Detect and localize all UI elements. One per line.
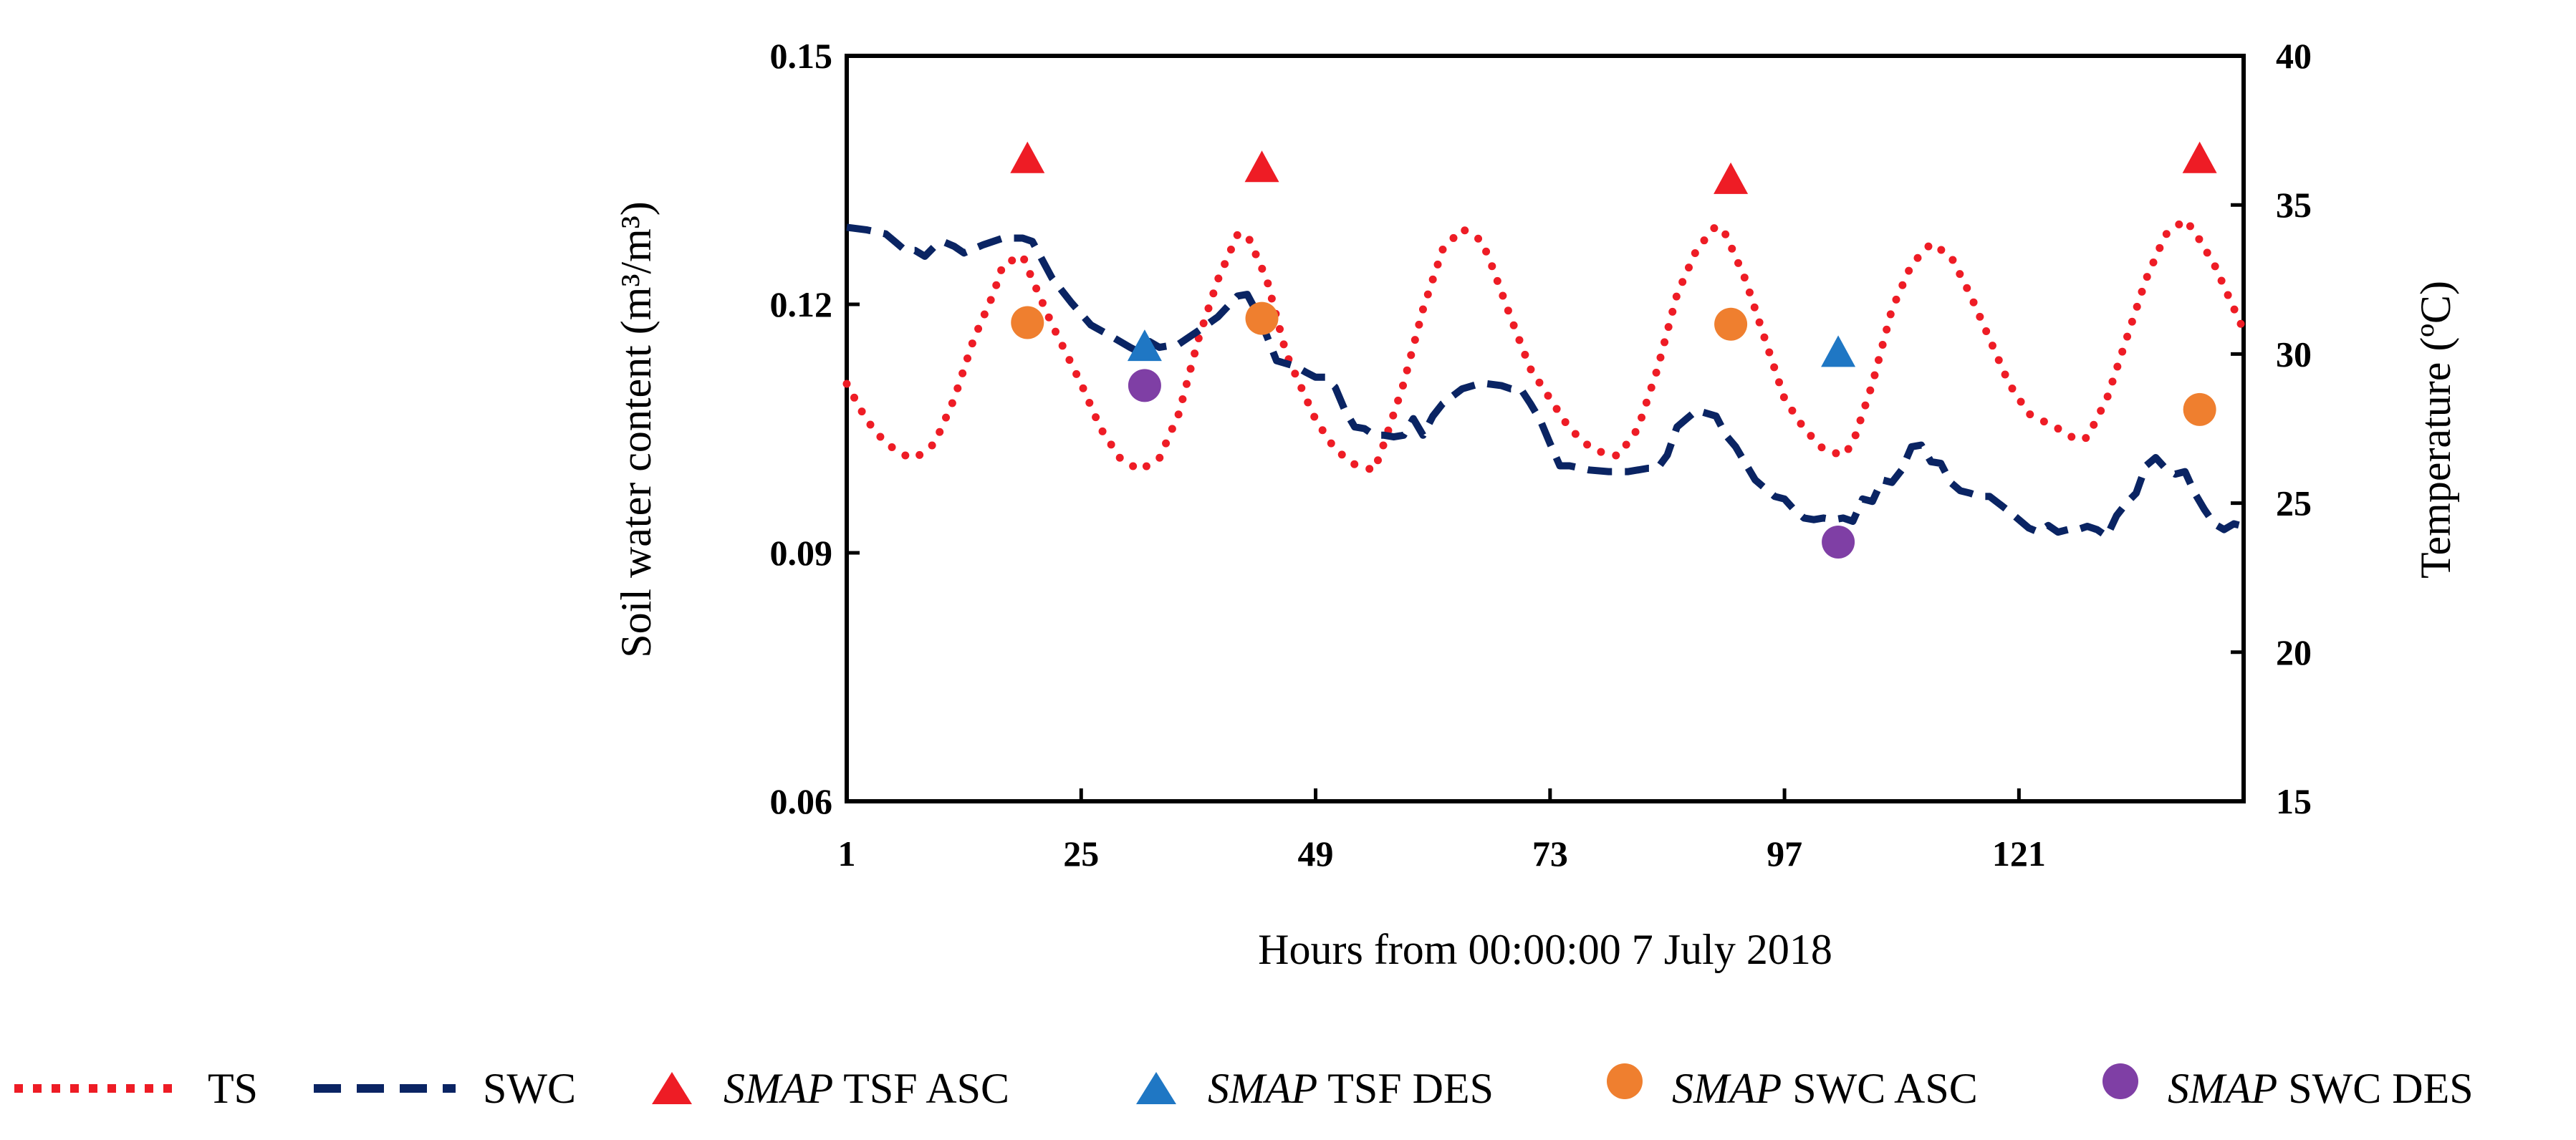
marker-smap-tsf-asc [1244, 150, 1279, 183]
y-right-axis-label: Temperature (ºC) [2412, 281, 2459, 579]
marker-smap-swc-asc [2183, 392, 2216, 426]
y-left-tick-label: 0.12 [770, 284, 833, 324]
legend-prefix-tsf-des: SMAP [1208, 1065, 1317, 1112]
legend-suffix-swc-des: SWC DES [2277, 1065, 2473, 1112]
legend-label-ts: TS [208, 1065, 258, 1112]
x-axis-label: Hours from 00:00:00 7 July 2018 [1258, 926, 1832, 973]
y-left-tick-label: 0.15 [770, 36, 833, 76]
series-line-ts [842, 216, 2248, 475]
legend-label-tsf-des: SMAP TSF DES [1208, 1065, 1494, 1112]
series-lines [842, 216, 2248, 540]
legend: TS SWC SMAP TSF ASC SMAP TSF DES SMAP SW… [14, 1063, 2474, 1112]
legend-swatch-tsf-des [1136, 1072, 1176, 1104]
y-right-tick-label: 25 [2276, 483, 2312, 523]
legend-prefix-tsf-asc: SMAP [724, 1065, 833, 1112]
legend-label-swc-des: SMAP SWC DES [2168, 1065, 2474, 1112]
marker-smap-tsf-des [1821, 335, 1856, 367]
y-right-tick-label: 15 [2276, 781, 2312, 821]
x-tick-label: 49 [1298, 834, 1334, 874]
y-right-tick-label: 40 [2276, 36, 2312, 76]
legend-swatch-swc-asc [1607, 1063, 1643, 1099]
x-tick-label: 121 [1992, 834, 2046, 874]
x-tick-label: 25 [1063, 834, 1099, 874]
y-left-axis-label: Soil water content (m³/m³) [612, 201, 660, 658]
marker-smap-swc-asc [1714, 307, 1748, 341]
marker-smap-tsf-asc [1714, 162, 1749, 194]
series-line-swc [846, 223, 2245, 540]
marker-smap-tsf-des [1127, 329, 1162, 362]
x-tick-label: 97 [1767, 834, 1802, 874]
marker-smap-swc-asc [1245, 301, 1279, 335]
legend-prefix-swc-des: SMAP [2168, 1065, 2277, 1112]
legend-swatch-tsf-asc [652, 1072, 692, 1104]
marker-smap-swc-des [1128, 369, 1161, 402]
legend-suffix-tsf-asc: TSF ASC [833, 1065, 1009, 1112]
legend-label-tsf-asc: SMAP TSF ASC [724, 1065, 1009, 1112]
marker-smap-tsf-asc [1010, 141, 1045, 173]
data-markers [1010, 141, 2217, 559]
legend-label-swc: SWC [483, 1065, 576, 1112]
legend-label-swc-asc: SMAP SWC ASC [1672, 1065, 1978, 1112]
x-tick-label: 1 [838, 834, 856, 874]
marker-smap-swc-asc [1011, 306, 1044, 339]
legend-swatch-swc-des [2102, 1063, 2138, 1099]
x-tick-label: 73 [1532, 834, 1568, 874]
legend-suffix-tsf-des: TSF DES [1317, 1065, 1494, 1112]
legend-prefix-swc-asc: SMAP [1672, 1065, 1782, 1112]
marker-smap-swc-des [1822, 525, 1855, 559]
legend-suffix-swc-asc: SWC ASC [1782, 1065, 1977, 1112]
y-right-tick-label: 30 [2276, 334, 2312, 374]
y-right-tick-label: 20 [2276, 632, 2312, 672]
y-right-tick-label: 35 [2276, 185, 2312, 225]
y-left-tick-label: 0.06 [770, 781, 833, 821]
marker-smap-tsf-asc [2182, 141, 2217, 173]
y-left-tick-label: 0.09 [770, 533, 833, 573]
axis-ticks: 1 25 49 73 97 121 0.06 0.09 0.12 0.15 15 20 25 30 35 40 [770, 36, 2312, 874]
plot-area [845, 54, 2246, 803]
